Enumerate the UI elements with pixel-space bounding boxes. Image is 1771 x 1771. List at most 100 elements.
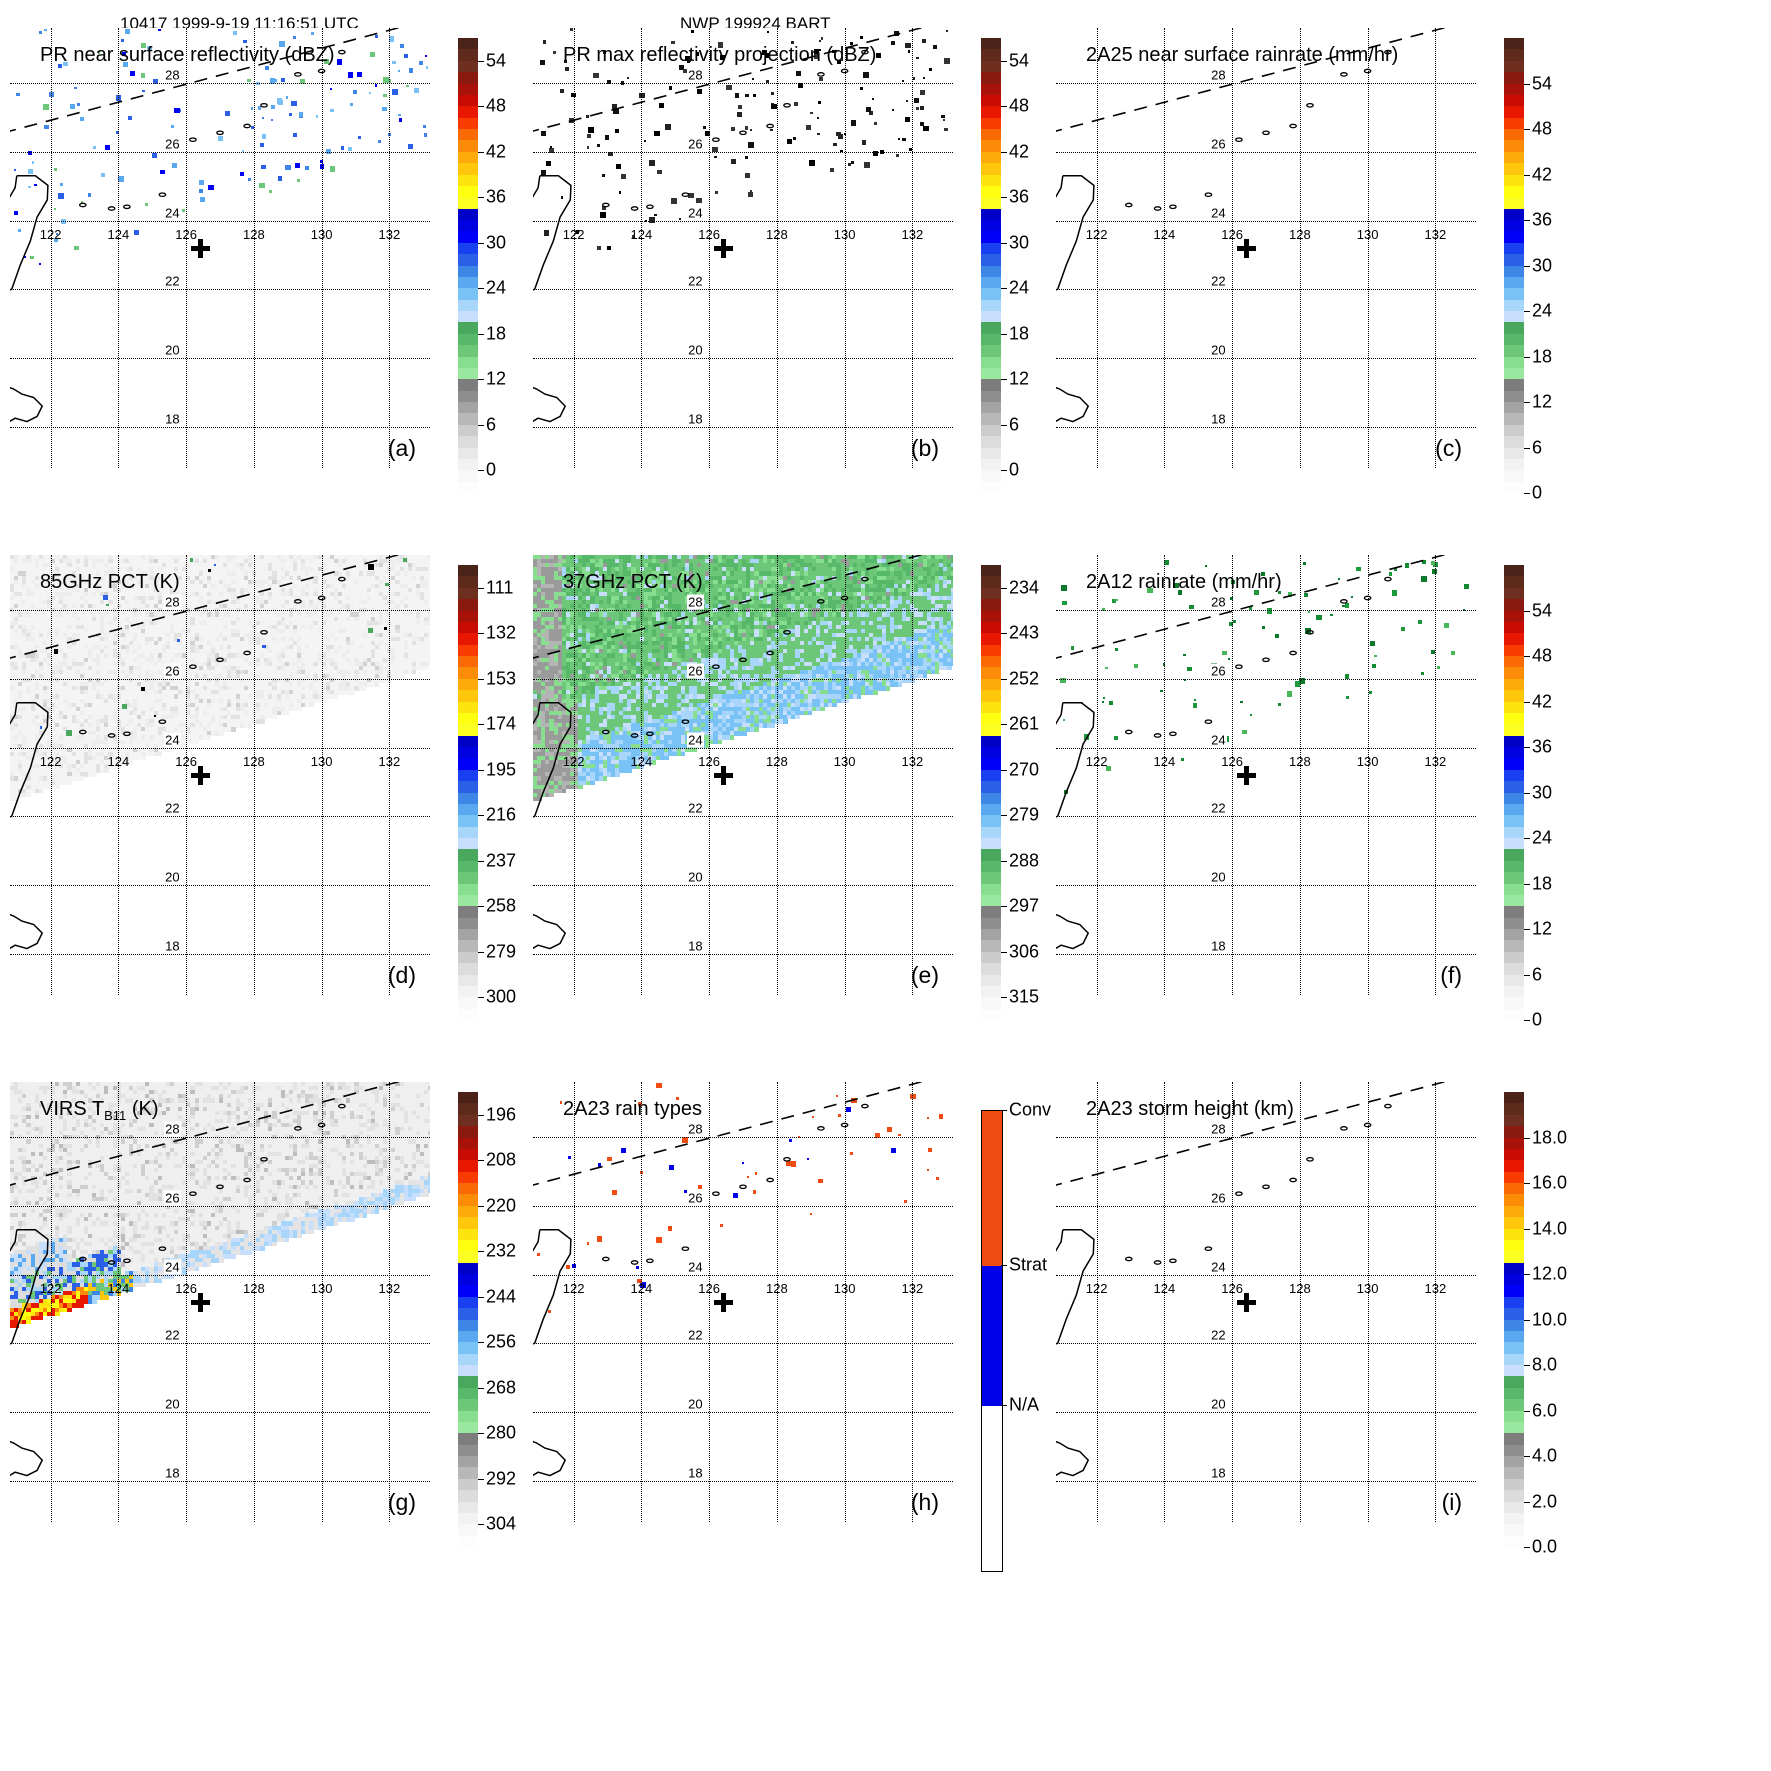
panel-letter: (h) (911, 1489, 939, 1516)
colorbar-label: 268 (486, 1377, 516, 1398)
colorbar-label: 270 (1009, 759, 1039, 780)
lat-tick-label: 26 (1210, 136, 1226, 151)
colorbar-segment (1504, 231, 1524, 242)
colorbar-label: 280 (486, 1423, 516, 1444)
plot-area: 122 124 126 128 130 132 18 20 22 24 26 28 37GHz PCT … (533, 555, 953, 995)
plot-area: 122 124 126 128 130 132 18 20 22 24 26 28 2A25 near … (1056, 28, 1476, 468)
colorbar-segment (458, 1172, 478, 1183)
colorbar-label: 220 (486, 1195, 516, 1216)
colorbar-segment (981, 952, 1001, 963)
colorbar-segment (1504, 815, 1524, 826)
colorbar-label-conv: Conv (1009, 1100, 1051, 1121)
colorbar-segment (458, 1365, 478, 1376)
colorbar-segment (1504, 986, 1524, 997)
panel-b: 122 124 126 128 130 132 18 20 22 24 26 28 PR max ref… (533, 28, 1003, 498)
colorbar-segment (981, 61, 1001, 72)
colorbar-tick (1524, 448, 1530, 449)
colorbar-segment (981, 986, 1001, 997)
panel-title: VIRS TB11 (K) (40, 1098, 158, 1123)
colorbar-segment (458, 163, 478, 174)
lat-tick-label: 18 (1210, 938, 1226, 953)
colorbar-segment (1504, 1206, 1524, 1217)
colorbar-segment (458, 565, 478, 576)
colorbar-tick (1524, 656, 1530, 657)
colorbar-segment (458, 470, 478, 481)
lat-tick-label: 18 (687, 938, 703, 953)
colorbar-label: 8.0 (1532, 1355, 1557, 1376)
panel-title: 2A23 storm height (km) (1086, 1098, 1294, 1121)
colorbar-label: 261 (1009, 714, 1039, 735)
colorbar-label: 315 (1009, 987, 1039, 1008)
colorbar-tick (1001, 815, 1007, 816)
colorbar-segment (1504, 1490, 1524, 1501)
colorbar-segment (1504, 425, 1524, 436)
colorbar-segment (1504, 118, 1524, 129)
colorbar (458, 1092, 478, 1547)
colorbar-tick (1524, 220, 1530, 221)
colorbar-tick (1524, 838, 1530, 839)
colorbar-segment (1504, 368, 1524, 379)
colorbar-tick (1001, 334, 1007, 335)
lat-tick-label: 20 (687, 343, 703, 358)
colorbar-label: 54 (1009, 50, 1029, 71)
colorbar-label: 0 (1532, 1010, 1542, 1031)
colorbar-segment (981, 118, 1001, 129)
colorbar-tick (478, 815, 484, 816)
colorbar-segment (1504, 345, 1524, 356)
lat-tick-label: 22 (164, 274, 180, 289)
panel-h: 122 124 126 128 130 132 18 20 22 24 26 28 2A23 rain … (533, 1082, 1003, 1552)
colorbar-segment (981, 391, 1001, 402)
colorbar-segment (458, 140, 478, 151)
lon-tick-label: 122 (563, 1281, 585, 1296)
colorbar-tick (478, 588, 484, 589)
colorbar-segment (458, 175, 478, 186)
colorbar-segment (458, 1331, 478, 1342)
colorbar-tick (1524, 1274, 1530, 1275)
satellite-track-line (10, 555, 430, 995)
colorbar-tick (478, 1433, 484, 1434)
colorbar-segment (1504, 599, 1524, 610)
colorbar-tick (1524, 1320, 1530, 1321)
colorbar-label: 234 (1009, 577, 1039, 598)
colorbar-label: 42 (1532, 691, 1552, 712)
lon-tick-label: 130 (834, 754, 856, 769)
lon-tick-label: 124 (108, 227, 130, 242)
colorbar-segment (458, 940, 478, 951)
colorbar-segment (458, 391, 478, 402)
panel-title: 2A23 rain types (563, 1098, 702, 1121)
panel-letter: (g) (388, 1489, 416, 1516)
colorbar-segment (1504, 175, 1524, 186)
colorbar-segment (1504, 565, 1524, 576)
colorbar-tick (478, 470, 484, 471)
colorbar-segment (981, 140, 1001, 151)
lon-tick-label: 130 (834, 1281, 856, 1296)
colorbar-segment (981, 231, 1001, 242)
colorbar-segment (458, 311, 478, 322)
colorbar-segment (1504, 1138, 1524, 1149)
colorbar (1504, 565, 1524, 1020)
lon-tick-label: 132 (1425, 754, 1447, 769)
colorbar-tick (1001, 288, 1007, 289)
colorbar-segment (1504, 1354, 1524, 1365)
colorbar-segment (458, 1320, 478, 1331)
colorbar-segment-strat (982, 1266, 1002, 1406)
station-cross-marker (191, 1293, 210, 1312)
lat-tick-label: 24 (687, 1259, 703, 1274)
colorbar-segment (458, 1092, 478, 1103)
colorbar-segment-na (982, 1406, 1002, 1571)
colorbar-segment (1504, 679, 1524, 690)
panel-title: 37GHz PCT (K) (563, 571, 703, 594)
colorbar-segment (458, 838, 478, 849)
colorbar-segment (458, 220, 478, 231)
plot-area: 122 124 126 128 130 132 18 20 22 24 26 28 PR near su… (10, 28, 430, 468)
colorbar-label: 6 (1532, 437, 1542, 458)
colorbar-tick (1001, 770, 1007, 771)
lon-tick-label: 132 (902, 227, 924, 242)
colorbar-tick (1001, 952, 1007, 953)
colorbar-tick (478, 679, 484, 680)
colorbar-segment (1504, 1251, 1524, 1262)
colorbar-segment (458, 266, 478, 277)
colorbar-segment (1504, 952, 1524, 963)
colorbar-tick (478, 1524, 484, 1525)
colorbar-segment (981, 656, 1001, 667)
